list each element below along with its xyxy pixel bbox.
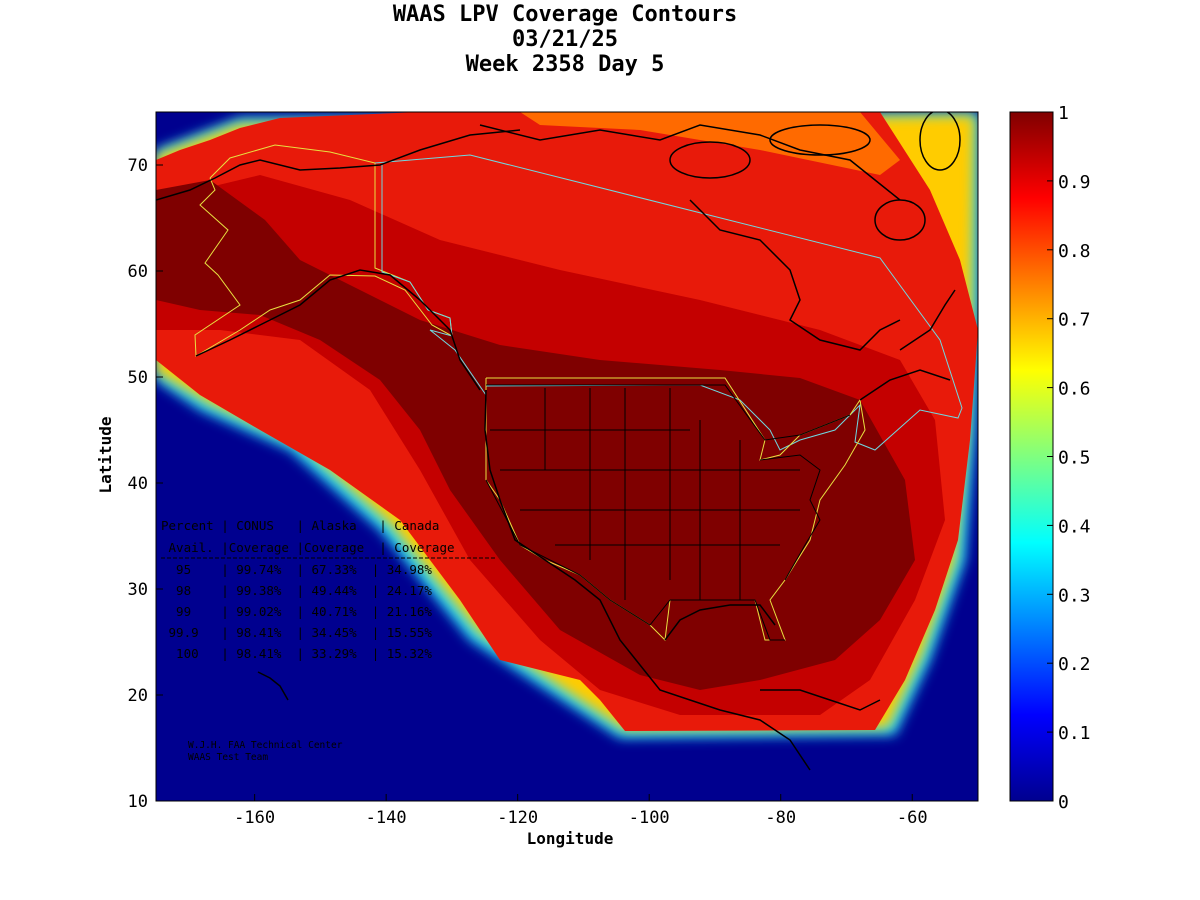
y-tick-label: 40 (128, 474, 148, 494)
y-tick-label: 10 (128, 792, 148, 812)
x-tick-label: -160 (234, 808, 275, 828)
plot-title: WAAS LPV Coverage Contours (392, 2, 738, 27)
colorbar-tick-label: 0.1 (1058, 723, 1091, 744)
islands (257, 112, 961, 701)
y-tick-label: 50 (128, 368, 148, 388)
x-tick-label: -100 (629, 808, 670, 828)
colorbar-tick-label: 0.8 (1058, 241, 1091, 262)
stats-header-1: Percent | CONUS | Alaska | Canada (161, 518, 439, 533)
coverage-core (156, 180, 915, 690)
x-tick-label: -80 (765, 808, 796, 828)
colorbar (1009, 111, 1054, 802)
stats-row: 100 | 98.41% | 33.29% | 15.32% (161, 646, 432, 661)
colorbar-ticks: 0 0.1 0.2 0.3 0.4 0.5 0.6 0.7 0.8 0.9 1 (1047, 103, 1091, 813)
stats-header-2: Avail. |Coverage |Coverage | Coverage (161, 540, 455, 555)
state-borders (485, 384, 851, 641)
alaska-boundary (194, 144, 453, 357)
x-tick-label: -140 (366, 808, 407, 828)
credit: W.J.H. FAA Technical Center WAAS Test Te… (188, 740, 343, 763)
y-tick-label: 20 (128, 686, 148, 706)
coverage-orange-band (520, 112, 900, 175)
stats-row: 99.9 | 98.41% | 34.45% | 15.55% (161, 625, 432, 640)
coastlines (156, 124, 956, 771)
x-axis-label: Longitude (527, 829, 614, 848)
plot-week: Week 2358 Day 5 (465, 52, 665, 77)
plot-date: 03/21/25 (512, 27, 618, 52)
canada-boundary (374, 154, 963, 451)
colorbar-tick-label: 0 (1058, 792, 1069, 813)
y-tick-label: 70 (128, 156, 148, 176)
credit-line-1: W.J.H. FAA Technical Center (188, 740, 343, 751)
colorbar-tick-label: 1 (1058, 103, 1069, 124)
x-tick-label: -60 (897, 808, 928, 828)
colorbar-tick-label: 0.6 (1058, 379, 1091, 400)
y-tick-label: 30 (128, 580, 148, 600)
coverage-stats-table: Percent | CONUS | Alaska | Canada Avail.… (161, 518, 495, 661)
y-axis: 10 20 30 40 50 60 70 (128, 156, 163, 812)
stats-row: 98 | 99.38% | 49.44% | 24.17% (161, 583, 432, 598)
x-tick-label: -120 (497, 808, 538, 828)
conus-boundary (485, 377, 866, 642)
colorbar-tick-label: 0.3 (1058, 585, 1091, 606)
coverage-map (156, 112, 978, 801)
y-axis-label: Latitude (96, 416, 115, 493)
plot-frame (155, 111, 979, 802)
stats-row: 95 | 99.74% | 67.33% | 34.98% (161, 562, 432, 577)
colorbar-tick-label: 0.7 (1058, 310, 1091, 331)
x-axis: -160 -140 -120 -100 -80 -60 (234, 794, 928, 828)
credit-line-2: WAAS Test Team (188, 752, 268, 763)
colorbar-tick-label: 0.4 (1058, 516, 1091, 537)
y-tick-label: 60 (128, 262, 148, 282)
colorbar-tick-label: 0.2 (1058, 654, 1091, 675)
stats-row: 99 | 99.02% | 40.71% | 21.16% (161, 604, 432, 619)
colorbar-tick-label: 0.5 (1058, 448, 1091, 469)
colorbar-tick-label: 0.9 (1058, 172, 1091, 193)
